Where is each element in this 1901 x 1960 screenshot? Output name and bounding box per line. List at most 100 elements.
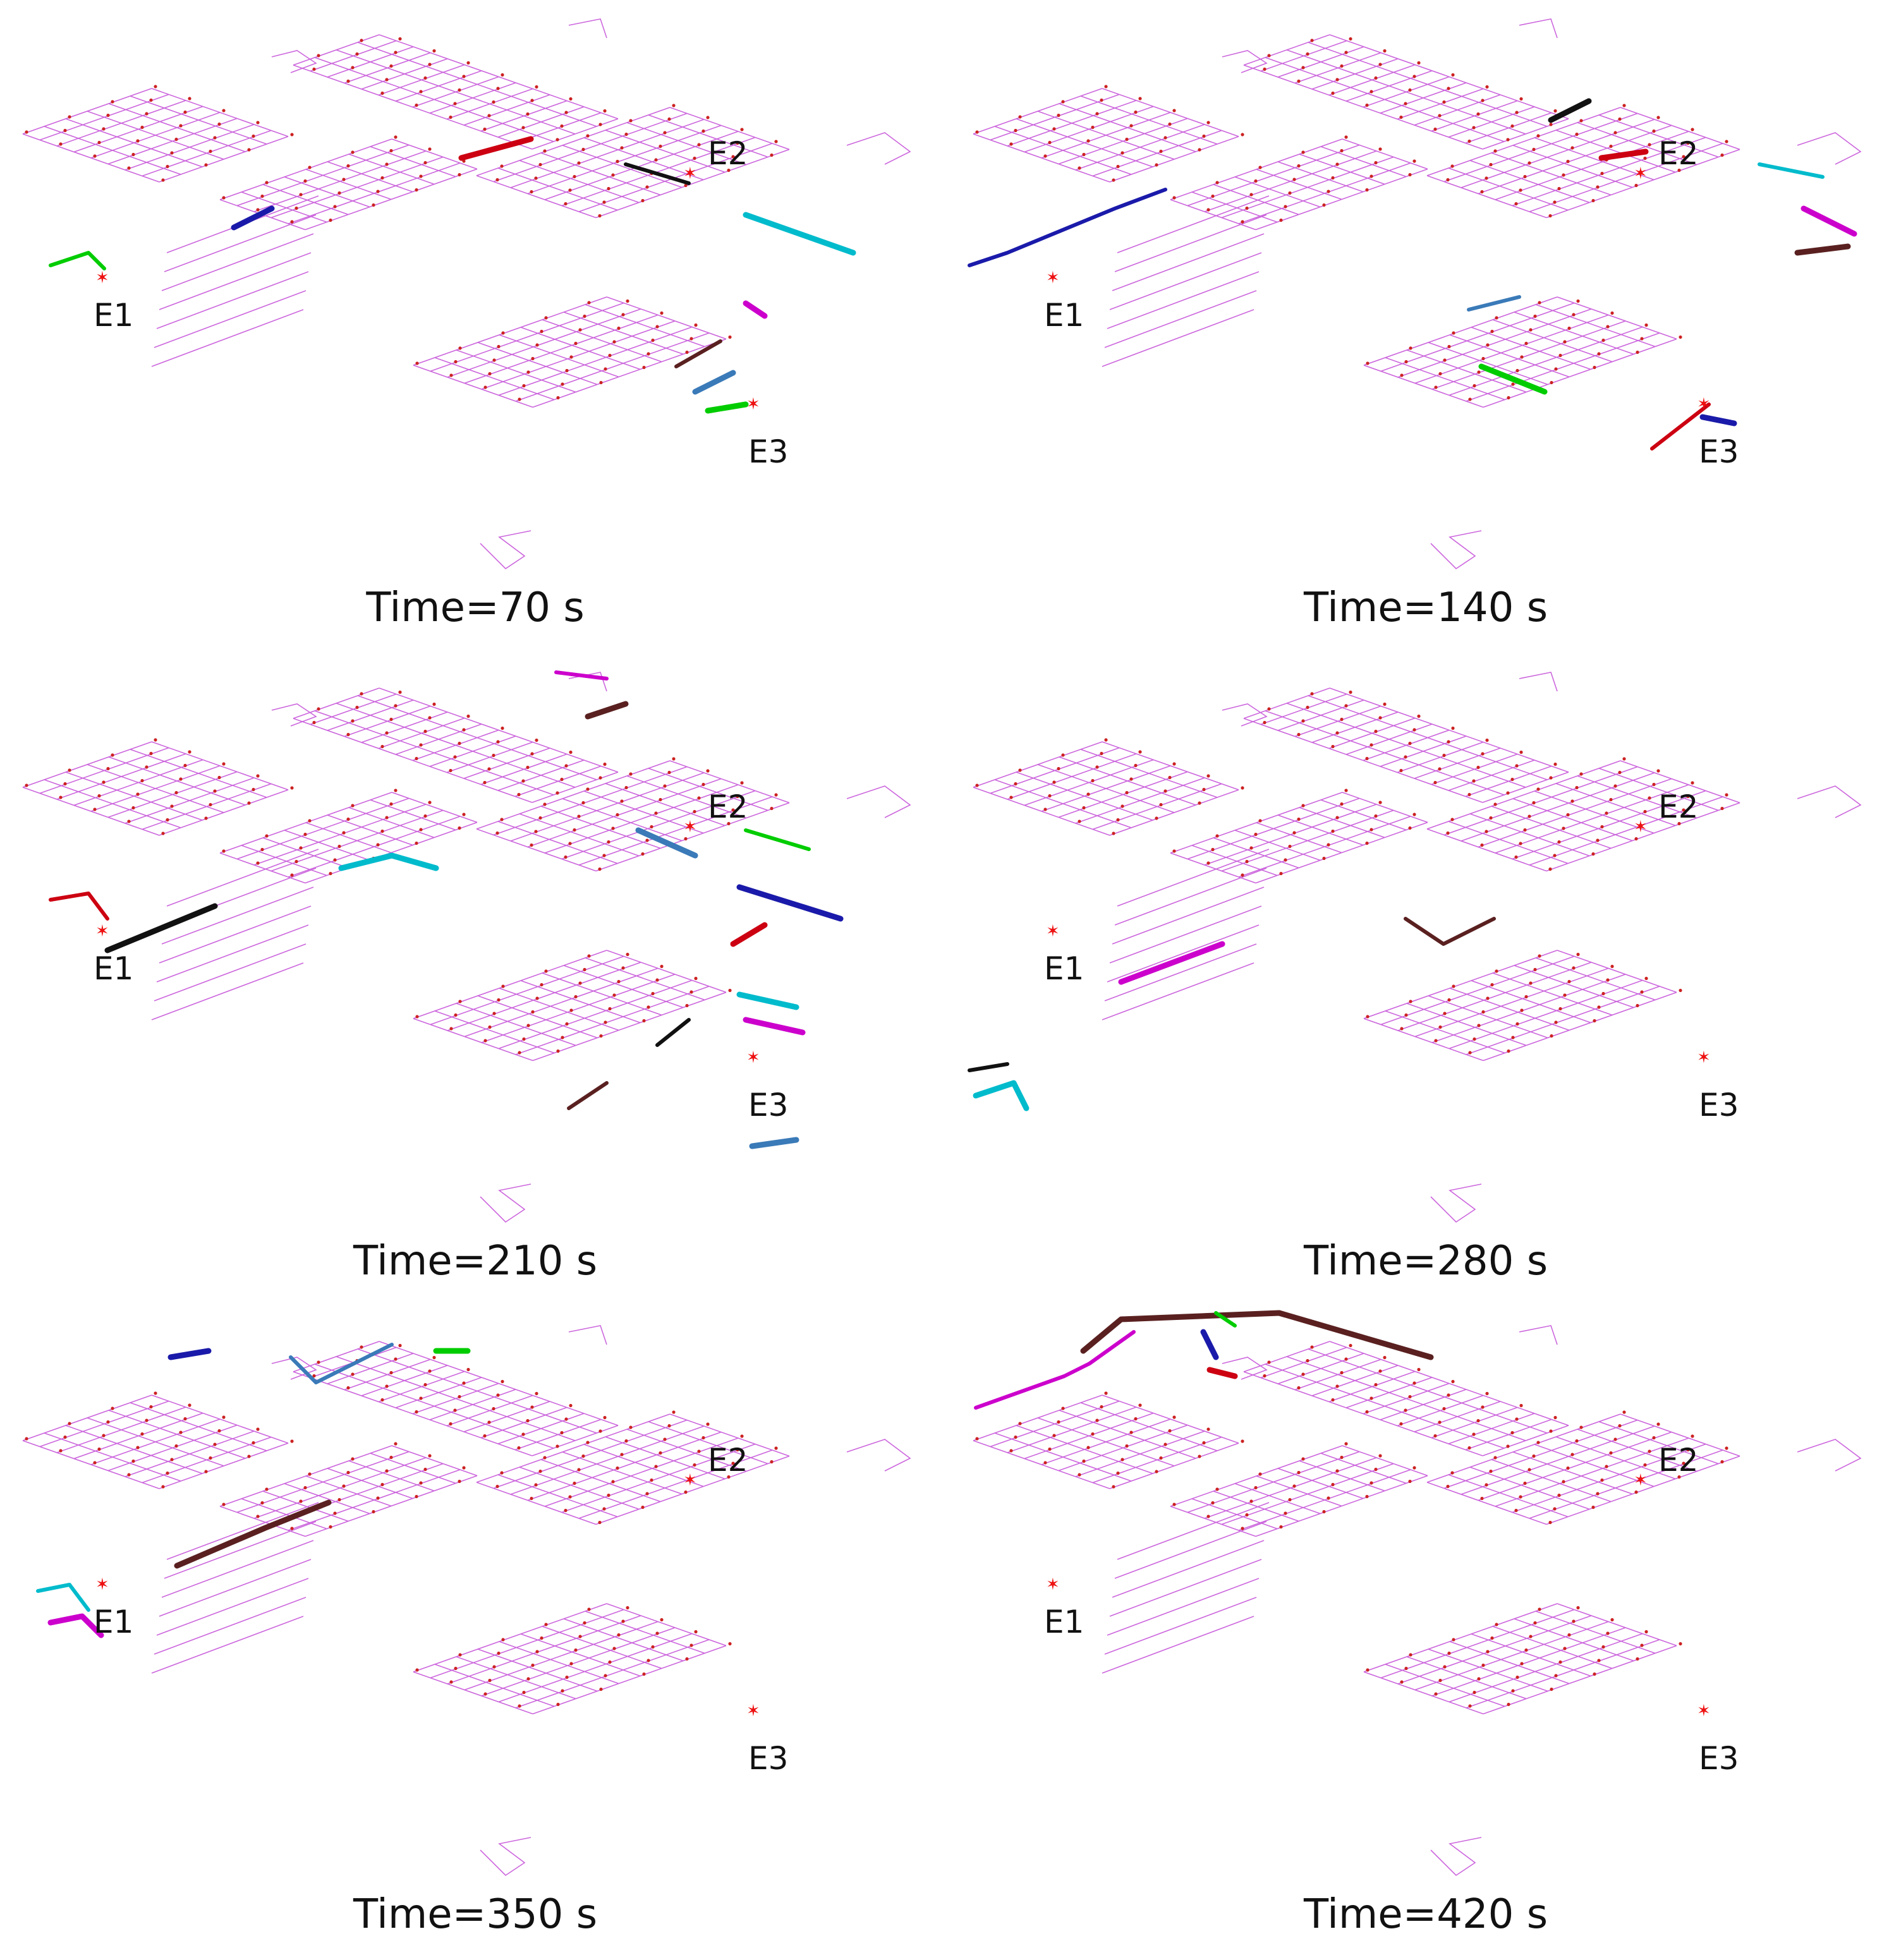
node-point	[1562, 173, 1565, 177]
evacuation-path	[743, 212, 856, 256]
corridor-line	[1385, 1010, 1505, 1054]
node-point	[560, 777, 564, 782]
node-point	[432, 49, 436, 53]
node-point	[1078, 166, 1081, 170]
node-point	[346, 1386, 350, 1390]
node-point	[97, 794, 101, 798]
node-point	[127, 1473, 131, 1477]
node-point	[209, 1456, 212, 1460]
node-point	[398, 1343, 402, 1348]
node-point	[1519, 1403, 1523, 1408]
node-point	[1306, 1358, 1309, 1363]
node-point	[1412, 75, 1416, 78]
node-point	[1523, 174, 1527, 179]
corridor-line	[519, 813, 640, 857]
node-point	[1116, 164, 1120, 169]
node-point	[487, 767, 491, 771]
node-point	[256, 1515, 260, 1518]
node-point	[667, 770, 671, 775]
node-point	[1447, 87, 1450, 90]
corridor-line	[499, 334, 619, 378]
node-point	[1306, 705, 1309, 710]
node-point	[672, 104, 676, 107]
node-point	[500, 1471, 504, 1475]
node-point	[1485, 1483, 1488, 1487]
corridor-line	[284, 1483, 370, 1515]
node-point	[586, 134, 590, 138]
node-point	[380, 744, 384, 749]
node-point	[1370, 1481, 1373, 1485]
node-point	[394, 789, 398, 792]
outline-jog	[1430, 1183, 1482, 1223]
node-point	[1452, 331, 1455, 335]
stair-line	[1117, 1502, 1270, 1560]
node-point	[1009, 142, 1013, 146]
node-point	[398, 690, 402, 694]
node-point	[1493, 149, 1497, 153]
stair-line	[1107, 1578, 1260, 1636]
corridor-line	[532, 338, 727, 408]
outline-jog	[1222, 703, 1268, 727]
node-point	[1634, 183, 1638, 188]
node-point	[63, 1435, 67, 1439]
node-point	[581, 147, 585, 152]
node-point	[1480, 843, 1484, 847]
node-point	[1125, 1444, 1129, 1448]
node-point	[1409, 1653, 1412, 1657]
node-point	[1447, 1393, 1450, 1397]
node-point	[1378, 147, 1382, 151]
stair-line	[1107, 271, 1260, 329]
node-point	[1679, 335, 1682, 339]
node-point	[1468, 1051, 1472, 1055]
evacuation-path	[744, 828, 811, 851]
node-point	[1335, 816, 1339, 820]
node-point	[1172, 109, 1176, 112]
corridor-line	[493, 1419, 688, 1489]
node-point	[1408, 1479, 1412, 1484]
outline-jog	[846, 1439, 911, 1472]
evacuation-paths	[36, 1343, 471, 1638]
network-diagram: ✶✶✶	[22, 1325, 911, 1877]
node-point	[578, 328, 582, 332]
node-point	[131, 152, 135, 157]
node-point	[1061, 1406, 1065, 1410]
node-point	[394, 51, 398, 54]
corridor-line	[1426, 107, 1621, 176]
node-point	[454, 360, 458, 364]
node-point	[394, 135, 398, 139]
stair-line	[164, 1521, 317, 1579]
corridor-line	[498, 979, 693, 1050]
exit-label-e2: E2	[708, 135, 748, 172]
pipe-network	[22, 18, 911, 570]
node-point	[1048, 140, 1052, 145]
node-point	[672, 757, 676, 761]
node-point	[701, 782, 705, 787]
corridor-line	[151, 88, 289, 137]
node-point	[415, 1668, 419, 1672]
node-point	[260, 847, 264, 852]
corridor-line	[498, 1633, 693, 1703]
node-point	[1634, 837, 1638, 841]
node-point	[256, 861, 260, 865]
node-point	[731, 155, 735, 159]
node-point	[1515, 764, 1519, 768]
pipe-network	[973, 18, 1862, 570]
node-point	[1014, 782, 1017, 786]
corridor-line	[1491, 152, 1612, 196]
node-point	[423, 1382, 427, 1387]
node-point	[1538, 1607, 1541, 1611]
corridor-line	[1431, 1627, 1626, 1697]
node-point	[462, 1381, 466, 1385]
node-point	[564, 202, 568, 206]
node-point	[1442, 753, 1446, 758]
node-point	[1572, 1619, 1576, 1623]
node-point	[626, 952, 629, 957]
node-point	[1636, 350, 1639, 354]
node-point	[25, 130, 28, 134]
corridor-line	[499, 988, 619, 1031]
corridor-line	[1243, 1371, 1483, 1456]
corridor-line	[1483, 338, 1677, 408]
corridor-line	[1397, 1615, 1592, 1685]
node-point	[1489, 162, 1493, 167]
outline-jog	[568, 1325, 607, 1345]
